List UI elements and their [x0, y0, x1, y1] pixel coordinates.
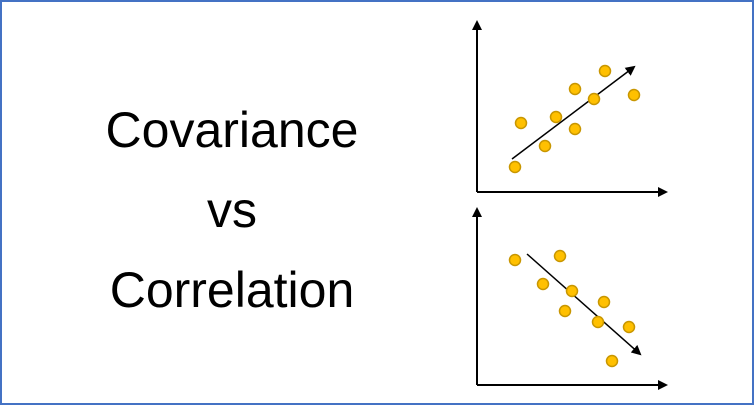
title-line-correlation: Correlation	[109, 262, 355, 318]
title-line-vs: vs	[207, 182, 257, 238]
negative-correlation-scatter-icon	[472, 207, 668, 390]
data-point	[605, 354, 619, 368]
data-point	[553, 249, 567, 263]
data-point	[587, 92, 601, 106]
data-point	[538, 139, 552, 153]
data-point	[508, 253, 522, 267]
data-point	[568, 82, 582, 96]
data-point	[508, 160, 522, 174]
data-point	[549, 110, 563, 124]
title-block: Covariance vs Correlation	[42, 90, 422, 330]
data-point	[568, 122, 582, 136]
title-line-covariance: Covariance	[105, 102, 359, 158]
data-point	[591, 315, 605, 329]
data-point	[514, 116, 528, 130]
data-point	[598, 64, 612, 78]
data-point	[622, 320, 636, 334]
data-point	[565, 284, 579, 298]
data-point	[558, 304, 572, 318]
bottom-plot-trend-arrow	[526, 253, 642, 356]
data-point	[627, 88, 641, 102]
positive-correlation-scatter-icon	[472, 20, 668, 197]
top-plot-trend-arrow	[511, 65, 636, 160]
data-point	[597, 295, 611, 309]
data-point	[536, 277, 550, 291]
